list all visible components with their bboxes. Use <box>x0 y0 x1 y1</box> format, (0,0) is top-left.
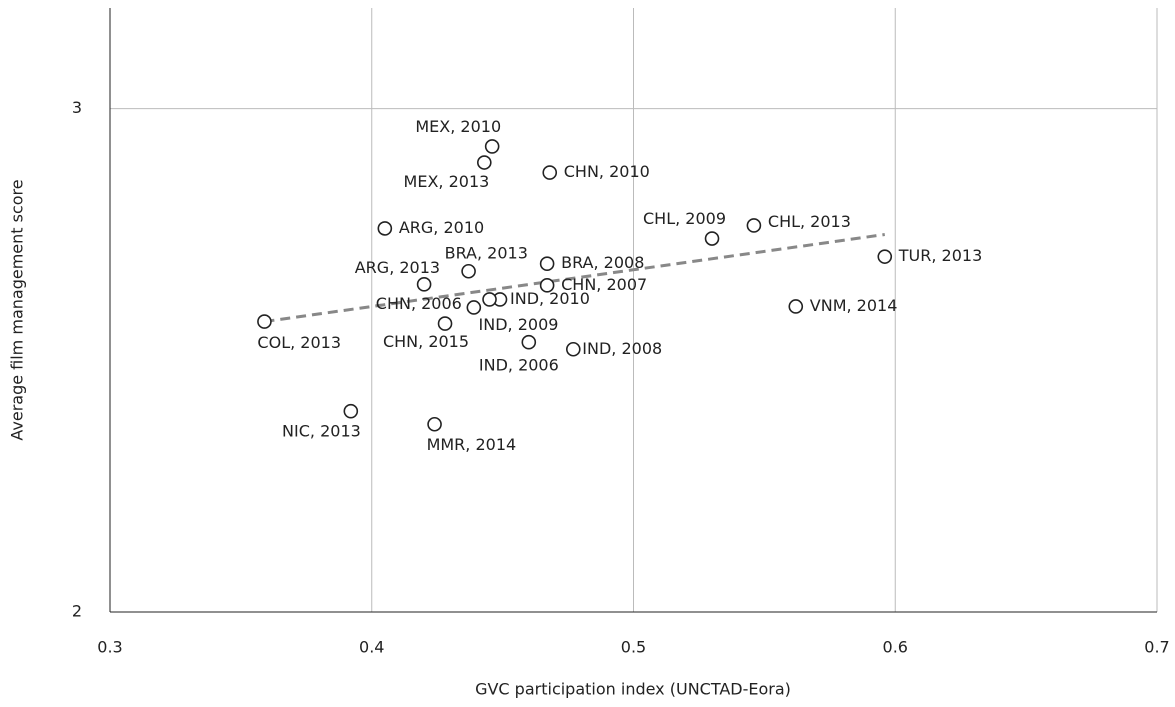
point-label: BRA, 2008 <box>561 253 644 272</box>
y-tick-label: 3 <box>72 98 82 117</box>
point-label: IND, 2006 <box>479 356 559 375</box>
point-label: CHN, 2010 <box>564 162 650 181</box>
point-label: CHL, 2009 <box>643 209 726 228</box>
point <box>565 341 581 357</box>
point <box>466 300 482 315</box>
trendline <box>264 233 885 324</box>
point-label: ARG, 2010 <box>399 218 484 237</box>
point-label: TUR, 2013 <box>898 246 983 265</box>
point <box>539 256 555 271</box>
x-tick-label: 0.4 <box>359 638 384 657</box>
point <box>542 165 558 180</box>
point <box>343 403 359 419</box>
point <box>477 155 492 170</box>
point-label: MEX, 2010 <box>415 117 501 136</box>
point <box>484 139 500 154</box>
x-tick-label: 0.5 <box>621 638 646 657</box>
point <box>539 278 555 293</box>
point <box>482 292 497 307</box>
x-tick-label: 0.7 <box>1144 638 1169 657</box>
point-label: CHL, 2013 <box>768 212 851 231</box>
point-label: CHN, 2007 <box>561 275 647 294</box>
point-label: CHN, 2015 <box>383 332 469 351</box>
point-label: BRA, 2013 <box>445 244 528 263</box>
x-axis-title: GVC participation index (UNCTAD-Eora) <box>475 680 791 699</box>
point-label: MEX, 2013 <box>404 172 490 191</box>
point <box>746 218 762 233</box>
point <box>788 299 804 314</box>
y-axis-title: Average film management score <box>8 179 27 440</box>
point <box>461 263 476 279</box>
point-label: IND, 2010 <box>510 289 590 308</box>
point <box>377 221 393 236</box>
y-tick-label: 2 <box>72 602 82 621</box>
point-label: MMR, 2014 <box>427 435 517 454</box>
point <box>877 249 893 264</box>
point-label: IND, 2008 <box>582 339 662 358</box>
x-tick-label: 0.6 <box>883 638 908 657</box>
point <box>416 277 432 292</box>
point-label: ARG, 2013 <box>355 258 440 277</box>
point-label: NIC, 2013 <box>282 422 361 441</box>
point-label: CHN, 2006 <box>376 294 462 313</box>
point-label: IND, 2009 <box>479 315 559 334</box>
x-tick-label: 0.3 <box>97 638 122 657</box>
point <box>427 416 442 432</box>
point <box>704 231 720 246</box>
point-label: COL, 2013 <box>257 333 341 352</box>
point <box>437 316 453 331</box>
point-label: VNM, 2014 <box>810 296 898 315</box>
point <box>257 314 272 329</box>
point <box>521 334 537 350</box>
